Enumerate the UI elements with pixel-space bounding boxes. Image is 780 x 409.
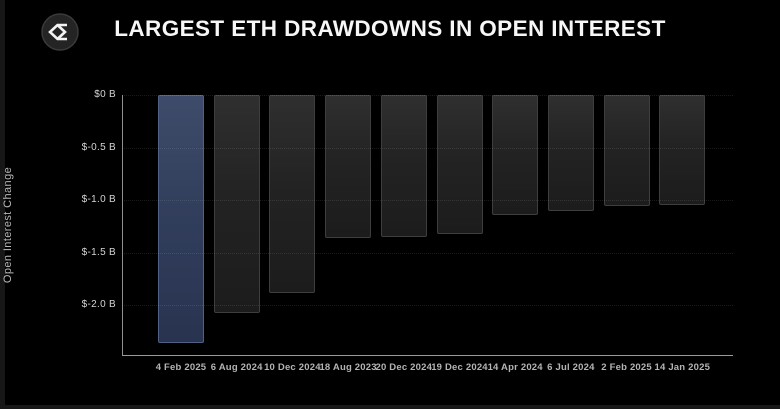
- y-tick-label: $-1.5 B: [81, 246, 116, 258]
- y-axis-line: [122, 95, 123, 355]
- y-tick-label: $-1.0 B: [81, 194, 116, 205]
- x-tick-label: 2 Feb 2025: [601, 362, 652, 373]
- y-axis-label: Open Interest Change: [2, 166, 14, 284]
- sigma-diamond-icon: [41, 13, 79, 51]
- bar[interactable]: [269, 95, 316, 294]
- bottom-edge-strip: [0, 405, 780, 409]
- bar[interactable]: [380, 95, 427, 237]
- bar[interactable]: [603, 95, 650, 207]
- x-axis-line: [122, 355, 733, 356]
- bar[interactable]: [547, 95, 594, 211]
- bar[interactable]: [158, 95, 204, 343]
- y-tick-label: $-0.5 B: [81, 141, 116, 153]
- bar[interactable]: [659, 95, 706, 206]
- x-tick-label: 18 Aug 2023: [319, 362, 377, 373]
- page-title: LARGEST ETH DRAWDOWNS IN OPEN INTEREST: [114, 16, 666, 41]
- x-tick-label: 14 Jan 2025: [654, 362, 711, 373]
- left-edge-strip: [0, 0, 5, 409]
- bar[interactable]: [213, 95, 260, 314]
- x-tick-label: 10 Dec 2024: [264, 362, 321, 373]
- y-tick-label: $0 B: [94, 89, 116, 100]
- x-tick-label: 6 Jul 2024: [547, 362, 595, 373]
- bar[interactable]: [436, 95, 483, 234]
- x-tick-label: 20 Dec 2024: [375, 362, 433, 373]
- bar[interactable]: [492, 95, 539, 215]
- y-tick-label: $-2.0 B: [81, 299, 116, 310]
- x-tick-label: 19 Dec 2024: [431, 362, 488, 373]
- bar[interactable]: [325, 95, 372, 238]
- x-tick-label: 14 Apr 2024: [487, 362, 543, 373]
- x-tick-label: 4 Feb 2025: [155, 362, 207, 373]
- x-tick-label: 6 Aug 2024: [210, 362, 263, 373]
